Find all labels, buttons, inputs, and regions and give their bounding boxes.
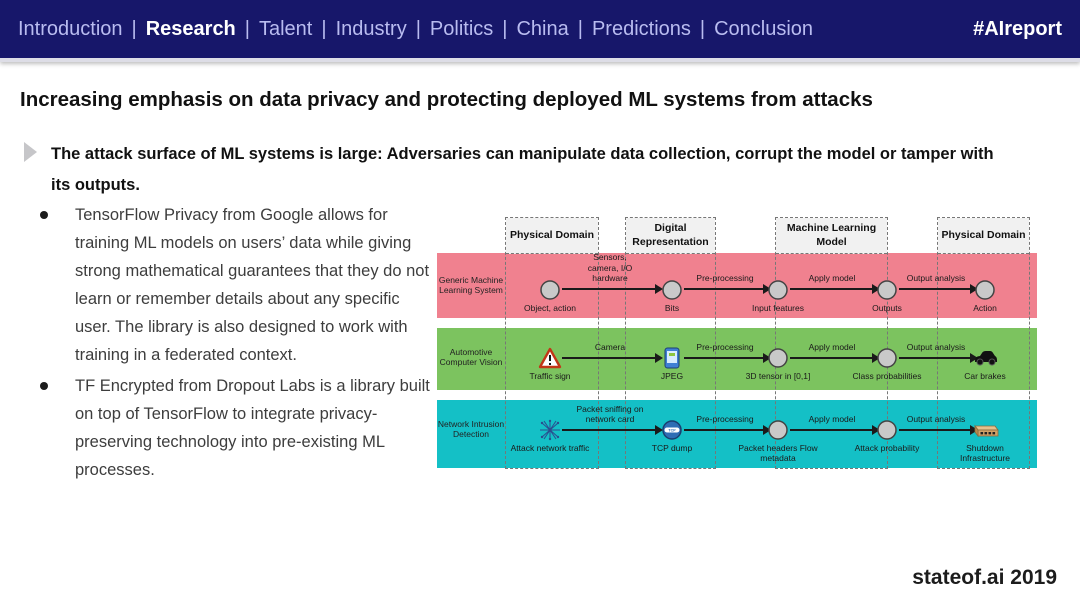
circle-node-icon [940, 278, 1030, 302]
arrow [790, 353, 880, 363]
arrow [562, 353, 663, 363]
bullet-text-tf-encrypted: TF Encrypted from Dropout Labs is a libr… [75, 377, 430, 479]
router-icon [940, 418, 1030, 442]
phone-icon [627, 346, 717, 370]
arrow [684, 284, 771, 294]
column-header: Machine Learning Model [776, 218, 887, 254]
edge-label: Output analysis [906, 413, 966, 424]
node-class-probabilities: Class probabilities [842, 346, 932, 381]
node-shutdown-infrastructure: Shutdown Infrastructure [940, 418, 1030, 463]
arrow [562, 425, 663, 435]
list-item: TensorFlow Privacy from Google allows fo… [40, 201, 432, 369]
car-icon [940, 346, 1030, 370]
edge-label: Output analysis [906, 341, 966, 352]
nav-separator: | [699, 17, 706, 40]
circle-node-icon [733, 346, 823, 370]
hashtag-label: #AIreport [973, 17, 1062, 40]
bullet-icon [40, 382, 48, 390]
edge-label: Output analysis [906, 272, 966, 283]
node-packet-headers: Packet headers Flow metadata [733, 418, 823, 463]
triangle-marker-icon [24, 142, 37, 162]
bullet-icon [40, 211, 48, 219]
nav-items: Introduction | Research | Talent | Indus… [18, 18, 813, 41]
nav-item-introduction[interactable]: Introduction [18, 17, 123, 40]
tcp-dump-icon: TCP [627, 418, 717, 442]
top-navbar: Introduction | Research | Talent | Indus… [0, 0, 1080, 62]
circle-node-icon [627, 278, 717, 302]
nav-separator: | [502, 17, 508, 40]
ml-attack-surface-diagram: Generic Machine Learning System Automoti… [437, 215, 1037, 471]
column-physical-domain-2: Physical Domain [937, 217, 1030, 469]
nav-separator: | [244, 17, 250, 40]
column-digital-representation: Digital Representation [625, 217, 716, 469]
column-machine-learning-model: Machine Learning Model [775, 217, 888, 469]
arrow [790, 284, 880, 294]
node-attack-probability: Attack probability [842, 418, 932, 453]
nav-item-research[interactable]: Research [145, 17, 236, 40]
edge-label: Apply model [808, 272, 856, 283]
node-input-features: Input features [733, 278, 823, 313]
circle-node-icon [842, 346, 932, 370]
arrow [899, 284, 978, 294]
warning-triangle-icon [505, 346, 595, 370]
circle-node-icon [733, 278, 823, 302]
node-bits: Bits [627, 278, 717, 313]
edge-label: Apply model [808, 341, 856, 352]
node-traffic-sign: Traffic sign [505, 346, 595, 381]
network-traffic-icon [505, 418, 595, 442]
node-outputs: Outputs [842, 278, 932, 313]
edge-label: Camera [594, 341, 626, 352]
arrow [899, 425, 978, 435]
node-object-action: Object, action [505, 278, 595, 313]
bullet-list: TensorFlow Privacy from Google allows fo… [40, 201, 432, 487]
row-label-generic-ml: Generic Machine Learning System [438, 275, 504, 296]
node-attack-network-traffic: Attack network traffic [505, 418, 595, 453]
nav-item-predictions[interactable]: Predictions [591, 17, 691, 40]
arrow [562, 284, 663, 294]
node-action: Action [940, 278, 1030, 313]
nav-separator: | [321, 17, 327, 40]
list-item: TF Encrypted from Dropout Labs is a libr… [40, 372, 432, 484]
nav-item-politics[interactable]: Politics [429, 17, 494, 40]
edge-label: Apply model [808, 413, 856, 424]
column-header: Digital Representation [626, 218, 715, 254]
subtitle-block: The attack surface of ML systems is larg… [24, 139, 1024, 200]
row-label-network: Network Intrusion Detection [437, 419, 505, 440]
nav-item-industry[interactable]: Industry [335, 17, 407, 40]
circle-node-icon [842, 418, 932, 442]
node-3d-tensor: 3D tensor in [0,1] [733, 346, 823, 381]
node-jpeg: JPEG [627, 346, 717, 381]
node-tcp-dump: TCP TCP dump [627, 418, 717, 453]
edge-label: Sensors, camera, I/O hardware [587, 252, 633, 283]
circle-node-icon [505, 278, 595, 302]
nav-item-china[interactable]: China [516, 17, 569, 40]
edge-label: Pre-processing [696, 413, 754, 424]
circle-node-icon [842, 278, 932, 302]
edge-label: Pre-processing [696, 341, 754, 352]
row-label-automotive: Automotive Computer Vision [439, 347, 503, 368]
column-header: Physical Domain [938, 218, 1029, 254]
arrow [790, 425, 880, 435]
column-header: Physical Domain [506, 218, 598, 254]
nav-item-conclusion[interactable]: Conclusion [714, 17, 814, 40]
node-car-brakes: Car brakes [940, 346, 1030, 381]
edge-label: Pre-processing [696, 272, 754, 283]
nav-item-talent[interactable]: Talent [258, 17, 313, 40]
nav-separator: | [131, 17, 137, 40]
arrow [899, 353, 978, 363]
edge-label: Packet sniffing on network card [576, 403, 644, 424]
nav-separator: | [577, 17, 583, 40]
bullet-text-tensorflow-privacy: TensorFlow Privacy from Google allows fo… [75, 206, 430, 364]
column-physical-domain-1: Physical Domain [505, 217, 599, 469]
page-title: Increasing emphasis on data privacy and … [20, 88, 873, 111]
arrow [684, 353, 771, 363]
subtitle-text: The attack surface of ML systems is larg… [51, 145, 994, 194]
stateofai-footer: stateof.ai 2019 [912, 566, 1057, 589]
circle-node-icon [733, 418, 823, 442]
arrow [684, 425, 771, 435]
nav-separator: | [415, 17, 421, 40]
svg-text:TCP: TCP [668, 429, 676, 433]
